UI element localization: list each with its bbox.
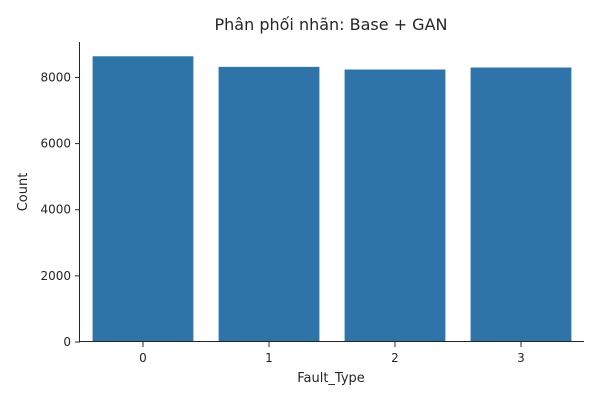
bars-group [92,56,572,343]
y-tick-label: 8000 [40,70,71,84]
y-ticks-group: 0 2000 4000 6000 8000 [40,70,80,349]
x-ticks-group: 0 1 2 3 [139,342,525,365]
y-tick-label: 6000 [40,137,71,151]
bar-2 [344,69,446,342]
x-tick-label: 1 [265,351,273,365]
bar-1 [218,66,320,342]
chart-title: Phân phối nhãn: Base + GAN [215,15,448,34]
x-tick-label: 2 [391,351,399,365]
y-axis-label: Count [16,173,31,212]
bar-0 [92,56,194,343]
x-axis-label: Fault_Type [297,371,365,386]
x-tick-label: 3 [517,351,525,365]
x-tick-label: 0 [139,351,147,365]
y-tick-label: 2000 [40,269,71,283]
y-tick-label: 0 [63,335,71,349]
y-tick-label: 4000 [40,203,71,217]
bar-3 [470,67,572,342]
